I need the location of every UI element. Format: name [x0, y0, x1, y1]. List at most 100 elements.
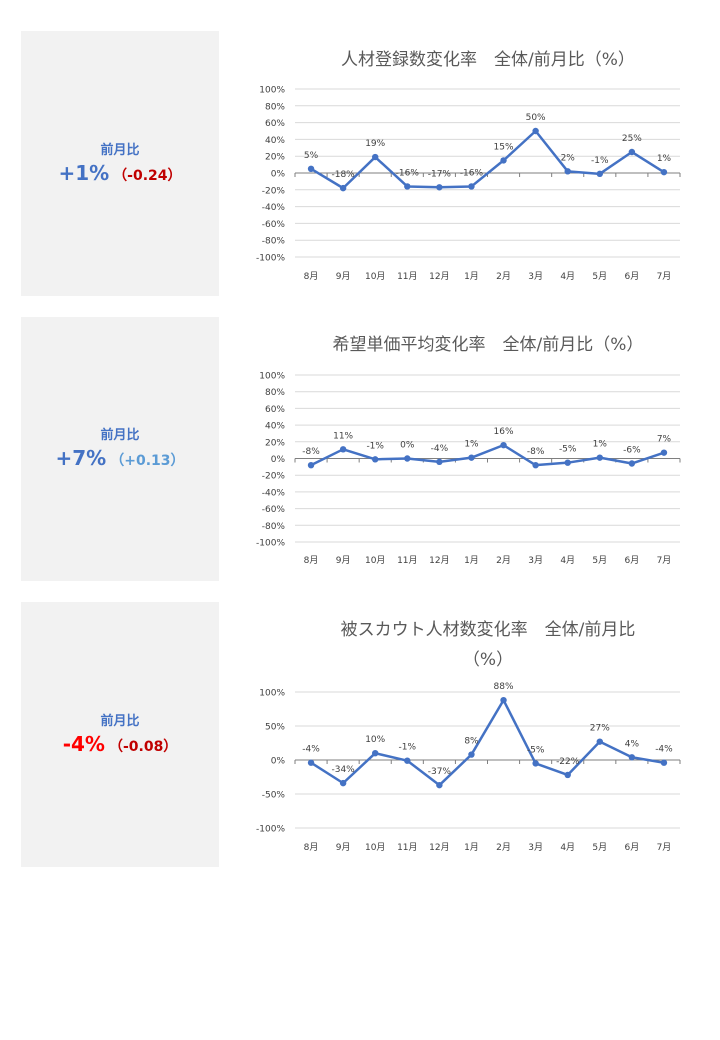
y-tick-label: -50% [262, 791, 286, 801]
series-line [310, 129, 665, 190]
y-tick-label: 100% [259, 689, 285, 699]
y-tick-label: 0% [271, 170, 286, 180]
panel-1: 前月比 +1% （-0.24） 人材登録数変化率 全体/前月比（%） 100% 80%… [0, 31, 720, 296]
data-label: -17% [428, 169, 452, 179]
kpi-value: +7% [55, 446, 107, 470]
x-tick-label: 10月 [365, 555, 385, 566]
y-tick-label: 50% [265, 723, 285, 733]
data-label: 25% [622, 134, 642, 144]
data-point [307, 461, 315, 469]
x-tick-label: 3月 [528, 271, 543, 282]
y-tick-label: -100% [256, 539, 285, 549]
data-point [532, 461, 539, 469]
data-label: 0% [400, 441, 415, 451]
x-tick-label: 3月 [528, 842, 543, 853]
x-tick-label: 5月 [592, 271, 607, 282]
x-tick-label: 11月 [397, 842, 417, 853]
data-label: 8% [464, 737, 479, 747]
data-label: -22% [556, 757, 580, 767]
x-tick-label: 1月 [464, 271, 479, 282]
x-tick-label: 2月 [496, 271, 511, 282]
y-tick-label: -80% [262, 522, 286, 532]
x-tick-label: 12月 [429, 271, 449, 282]
series-line [310, 698, 665, 787]
data-label: 88% [494, 682, 514, 692]
data-label: 2% [561, 153, 576, 163]
data-label: -34% [331, 765, 355, 775]
data-label: 50% [526, 113, 546, 123]
x-tick-label: 9月 [336, 555, 351, 566]
y-tick-label: 60% [265, 119, 285, 129]
kpi-label: 前月比 [100, 713, 140, 729]
kpi-diff: （-0.08） [108, 738, 178, 755]
data-point [532, 127, 539, 135]
chart-title: （%） [463, 650, 513, 670]
x-tick-label: 8月 [304, 555, 319, 566]
x-tick-label: 12月 [429, 555, 449, 566]
data-point [404, 757, 411, 764]
x-tick-label: 7月 [657, 842, 672, 853]
x-tick-label: 4月 [560, 271, 575, 282]
data-point [628, 754, 636, 761]
x-tick-label: 10月 [365, 271, 385, 282]
data-point [596, 738, 603, 745]
y-tick-label: -100% [256, 825, 285, 835]
data-point [436, 184, 443, 191]
y-tick-label: -100% [256, 254, 285, 264]
x-tick-label: 7月 [657, 271, 672, 282]
data-label: -37% [428, 767, 452, 777]
x-tick-label: 2月 [496, 555, 511, 566]
y-tick-label: 0% [271, 757, 286, 767]
kpi-value: -4% [62, 731, 105, 756]
data-label: 1% [593, 440, 608, 450]
y-tick-label: 60% [265, 405, 285, 415]
data-label: -5% [559, 445, 577, 455]
data-point [500, 696, 507, 704]
data-point [468, 751, 475, 758]
x-tick-label: 8月 [304, 842, 319, 853]
data-point [564, 771, 571, 779]
x-tick-label: 3月 [528, 555, 543, 566]
data-label: 4% [625, 739, 640, 749]
chart-title: 希望単価平均変化率 全体/前月比（%） [333, 335, 644, 355]
x-tick-label: 4月 [560, 555, 575, 566]
y-tick-label: 100% [259, 86, 285, 96]
data-label: -4% [302, 745, 320, 755]
data-point [436, 781, 443, 789]
data-point [468, 454, 475, 461]
data-point [596, 170, 603, 178]
data-label: -1% [366, 441, 384, 451]
y-tick-label: 40% [265, 422, 285, 432]
data-point [660, 449, 668, 456]
data-label: 15% [494, 142, 514, 152]
data-point [564, 168, 571, 175]
y-tick-label: -40% [262, 488, 286, 498]
x-tick-label: 7月 [657, 555, 672, 566]
y-tick-label: 20% [265, 153, 285, 163]
kpi-card-scouted: 前月比 -4% （-0.08） [21, 602, 219, 867]
chart-title: 被スカウト人材数変化率 全体/前月比 [341, 620, 636, 640]
data-label: -16% [460, 168, 484, 178]
x-tick-label: 9月 [336, 271, 351, 282]
kpi-card-unit-price: 前月比 +7% （+0.13） [21, 317, 219, 581]
data-point [628, 460, 636, 467]
data-point [500, 157, 507, 164]
kpi-value: +1% [58, 160, 110, 185]
y-tick-label: -80% [262, 237, 286, 247]
kpi-diff: （+0.13） [110, 453, 185, 469]
y-tick-label: 20% [265, 438, 285, 448]
data-point [307, 165, 315, 172]
x-tick-label: 1月 [464, 555, 479, 566]
x-tick-label: 12月 [429, 842, 449, 853]
data-label: -16% [396, 168, 420, 178]
data-point [339, 779, 347, 787]
y-tick-label: -60% [262, 220, 286, 230]
data-label: -1% [591, 156, 609, 166]
data-label: 27% [590, 724, 610, 734]
kpi-card-registrations: 前月比 +1% （-0.24） [21, 31, 219, 296]
data-label: -8% [527, 447, 545, 457]
data-point [372, 153, 379, 161]
data-label: 1% [657, 154, 672, 164]
data-point [564, 459, 571, 466]
x-tick-label: 4月 [560, 842, 575, 853]
